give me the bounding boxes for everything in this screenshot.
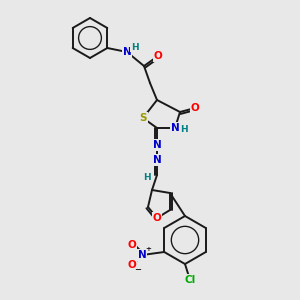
Text: O: O <box>128 260 136 270</box>
Text: N: N <box>123 47 131 57</box>
Text: H: H <box>143 172 151 182</box>
Text: O: O <box>154 51 162 61</box>
Text: +: + <box>145 246 151 252</box>
Text: O: O <box>190 103 200 113</box>
Text: O: O <box>128 240 136 250</box>
Text: N: N <box>138 250 147 260</box>
Text: N: N <box>153 155 161 165</box>
Text: N: N <box>171 123 179 133</box>
Text: N: N <box>153 140 161 150</box>
Text: S: S <box>139 113 147 123</box>
Text: H: H <box>131 43 139 52</box>
Text: −: − <box>134 266 141 274</box>
Text: H: H <box>180 125 188 134</box>
Text: O: O <box>153 213 161 223</box>
Text: Cl: Cl <box>184 275 196 285</box>
